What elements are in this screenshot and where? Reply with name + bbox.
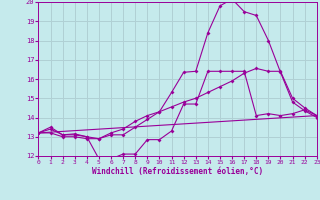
X-axis label: Windchill (Refroidissement éolien,°C): Windchill (Refroidissement éolien,°C) <box>92 167 263 176</box>
